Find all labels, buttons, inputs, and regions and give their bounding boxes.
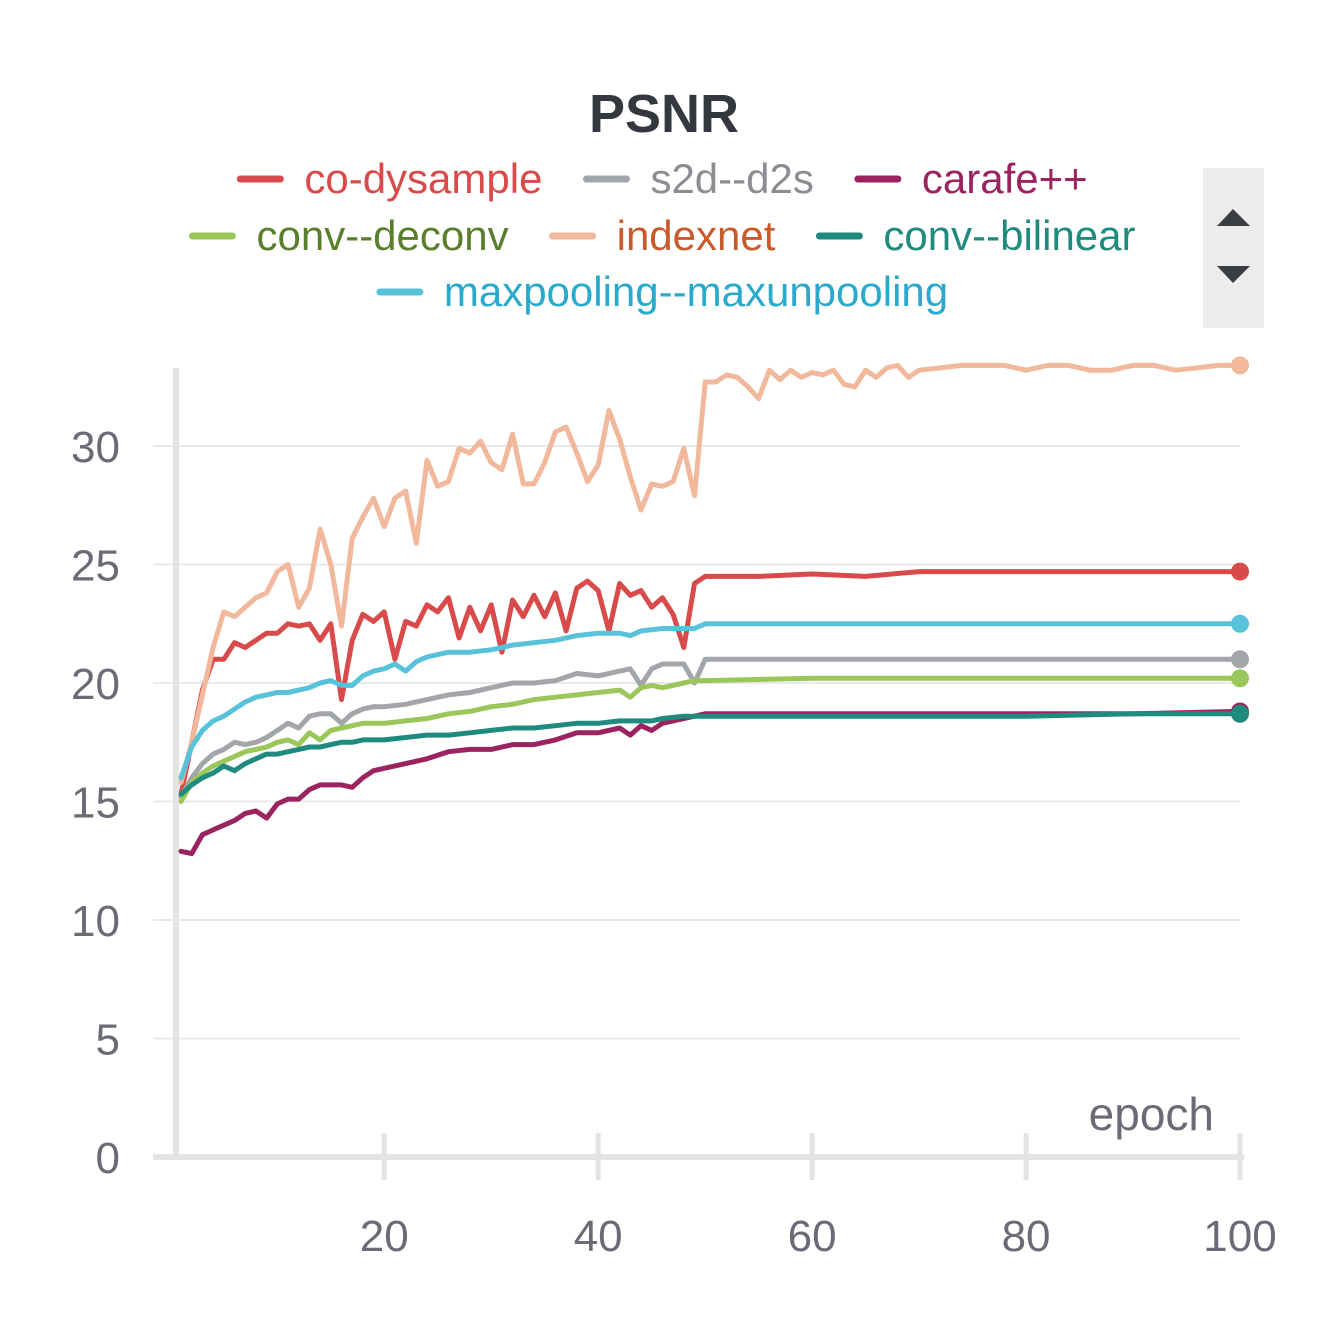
x-tick-label: 80 (1002, 1212, 1051, 1261)
legend-item[interactable]: maxpooling--maxunpooling (376, 268, 948, 315)
series-line-co-dysample (178, 569, 1243, 797)
x-tick-label: 100 (1203, 1212, 1276, 1261)
chart-title: PSNR (589, 84, 739, 144)
legend-label: maxpooling--maxunpooling (444, 268, 948, 315)
series-lines (178, 356, 1249, 857)
series-line-maxpooling-maxunpooling (178, 621, 1243, 781)
legend-label: s2d--d2s (650, 155, 813, 202)
gridlines (153, 445, 1240, 1040)
legend-item[interactable]: carafe++ (854, 155, 1088, 202)
y-tick-label: 15 (71, 779, 120, 828)
series-end-point (1231, 356, 1249, 375)
series-line-s2d-d2s (178, 656, 1243, 800)
series-end-point (1231, 669, 1249, 688)
y-tick-label: 20 (71, 660, 120, 709)
y-tick-label: 10 (71, 897, 120, 946)
series-end-point (1231, 704, 1249, 723)
legend-label: conv--bilinear (883, 212, 1135, 259)
x-tick-label: 40 (574, 1212, 623, 1261)
legend-label: conv--deconv (256, 212, 508, 259)
legend-scroll-control (1203, 168, 1264, 328)
series-line-conv-deconv (178, 675, 1243, 804)
legend-item[interactable]: co-dysample (236, 155, 542, 202)
y-tick-label: 0 (96, 1134, 120, 1183)
y-tick-label: 5 (96, 1016, 120, 1065)
legend-label: co-dysample (304, 155, 542, 202)
y-tick-label: 30 (71, 423, 120, 472)
series-line-indexnet (178, 362, 1243, 785)
x-tick-label: 20 (360, 1212, 409, 1261)
legend: co-dysample s2d--d2s carafe++ conv--deconv i… (188, 155, 1136, 315)
legend-label: indexnet (617, 212, 776, 259)
legend-item[interactable]: indexnet (549, 212, 776, 259)
triangle-down-icon (1217, 266, 1250, 283)
legend-scroll-down-button[interactable] (1203, 246, 1264, 316)
series-end-point (1231, 614, 1249, 633)
series-end-point (1231, 650, 1249, 669)
series-line-conv-bilinear (178, 711, 1243, 797)
axes (153, 368, 1244, 1180)
series-line-carafe- (178, 708, 1243, 857)
tick-labels: 0 5 10 15 20 25 30 20 40 60 80 100 (71, 423, 1277, 1261)
x-tick-label: 60 (788, 1212, 837, 1261)
legend-label: carafe++ (922, 155, 1088, 202)
legend-scroll-up-button[interactable] (1203, 176, 1264, 246)
series-end-point (1231, 562, 1249, 581)
legend-item[interactable]: conv--deconv (188, 212, 509, 259)
legend-item[interactable]: s2d--d2s (582, 155, 814, 202)
triangle-up-icon (1217, 209, 1250, 226)
y-tick-label: 25 (71, 542, 120, 591)
legend-item[interactable]: conv--bilinear (815, 212, 1136, 259)
x-axis-label: epoch (1089, 1088, 1214, 1140)
